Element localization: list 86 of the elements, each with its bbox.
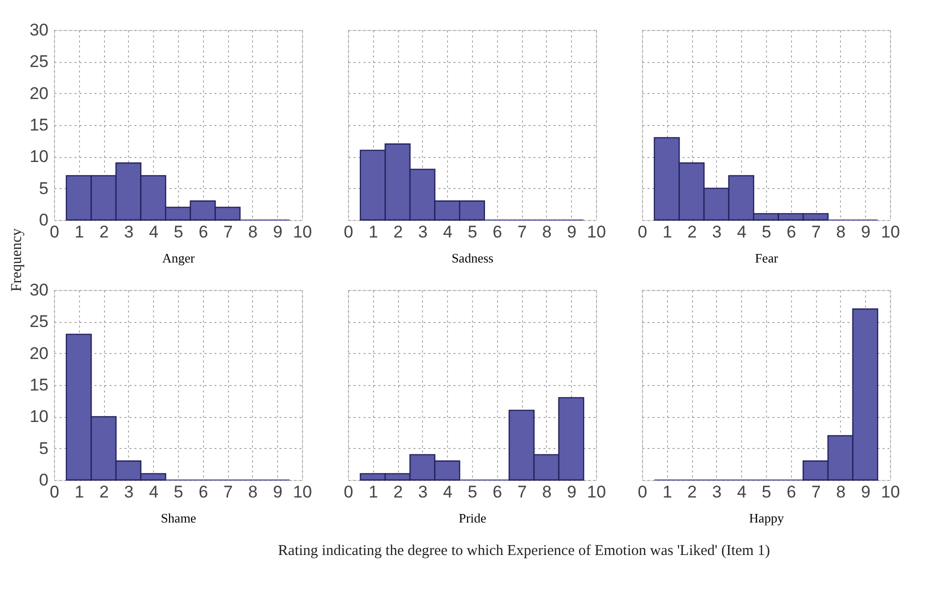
x-tick-label: 3	[418, 222, 428, 242]
x-tick-label: 9	[860, 222, 870, 242]
y-tick-label: 5	[39, 438, 48, 458]
x-tick-label: 6	[786, 482, 796, 502]
x-tick-label: 9	[566, 482, 576, 502]
x-tick-label: 10	[293, 482, 312, 502]
x-tick-label: 3	[124, 482, 134, 502]
x-tick-label: 1	[74, 482, 84, 502]
x-tick-label: 9	[860, 482, 870, 502]
x-tick-label: 8	[836, 482, 846, 502]
x-tick-label: 3	[712, 482, 722, 502]
x-tick-label: 4	[736, 482, 746, 502]
x-tick-label: 1	[662, 482, 672, 502]
y-tick-label: 15	[30, 116, 48, 134]
x-tick-label: 3	[418, 482, 428, 502]
x-tick-label: 2	[687, 482, 697, 502]
x-tick-label: 5	[174, 222, 184, 242]
x-axis-title: Anger	[162, 250, 196, 266]
x-tick-label: 4	[148, 222, 158, 242]
x-tick-label: 1	[662, 222, 672, 242]
x-tick-label: 4	[736, 222, 746, 242]
x-tick-label: 10	[293, 222, 312, 242]
x-tick-label: 5	[468, 482, 478, 502]
text: Rating indicating the degree to which Experience of Emotion was 'Liked' (Item 1)	[278, 543, 770, 559]
x-tick-label: 2	[687, 222, 697, 242]
x-tick-label: 9	[566, 222, 576, 242]
x-axis-title: Pride	[458, 510, 486, 526]
x-tick-label: 7	[811, 222, 821, 242]
x-tick-label: 10	[881, 482, 900, 502]
x-tick-label: 3	[124, 222, 134, 242]
x-tick-label: 1	[368, 222, 378, 242]
y-tick-label: 25	[30, 312, 48, 332]
y-tick-label: 30	[30, 280, 48, 300]
y-tick-label: 20	[30, 84, 48, 103]
x-tick-label: 4	[442, 482, 452, 502]
x-tick-label: 5	[762, 482, 772, 502]
y-tick-label: 20	[30, 344, 48, 363]
text: Frequency	[9, 228, 25, 292]
x-tick-label: 8	[248, 482, 258, 502]
x-tick-label: 8	[542, 482, 552, 502]
y-tick-label: 0	[39, 210, 48, 230]
x-tick-label: 4	[148, 482, 158, 502]
x-tick-label: 9	[272, 482, 282, 502]
x-tick-label: 2	[393, 222, 403, 242]
x-axis-title: Fear	[754, 250, 779, 266]
x-tick-label: 6	[492, 222, 502, 242]
x-axis-title: Happy	[749, 510, 784, 526]
y-tick-label: 5	[39, 178, 48, 198]
x-tick-label: 10	[587, 482, 606, 502]
x-tick-label: 2	[393, 482, 403, 502]
x-tick-label: 7	[517, 222, 527, 242]
x-tick-label: 7	[223, 482, 233, 502]
x-tick-label: 8	[836, 222, 846, 242]
x-tick-label: 7	[223, 222, 233, 242]
x-tick-label: 1	[74, 222, 84, 242]
x-tick-label: 0	[638, 222, 648, 242]
x-tick-label: 10	[587, 222, 606, 242]
x-axis-title: Shame	[160, 510, 196, 526]
x-tick-label: 4	[442, 222, 452, 242]
x-tick-label: 2	[99, 222, 109, 242]
x-tick-label: 8	[248, 222, 258, 242]
x-tick-label: 6	[492, 482, 502, 502]
x-tick-label: 7	[811, 482, 821, 502]
x-tick-label: 6	[786, 222, 796, 242]
y-tick-label: 10	[30, 147, 48, 166]
x-tick-label: 5	[174, 482, 184, 502]
y-tick-label: 15	[30, 376, 48, 394]
x-tick-label: 0	[638, 482, 648, 502]
x-tick-label: 10	[881, 222, 900, 242]
x-tick-label: 0	[344, 222, 354, 242]
x-tick-label: 3	[712, 222, 722, 242]
x-tick-label: 8	[542, 222, 552, 242]
x-tick-label: 7	[517, 482, 527, 502]
x-axis-title: Sadness	[452, 250, 494, 266]
x-tick-label: 6	[198, 482, 208, 502]
y-tick-label: 10	[30, 407, 48, 426]
y-tick-label: 30	[30, 20, 48, 40]
x-tick-label: 5	[762, 222, 772, 242]
x-tick-label: 0	[344, 482, 354, 502]
x-tick-label: 5	[468, 222, 478, 242]
x-tick-label: 6	[198, 222, 208, 242]
x-tick-label: 9	[272, 222, 282, 242]
x-tick-label: 2	[99, 482, 109, 502]
y-tick-label: 25	[30, 52, 48, 72]
x-tick-label: 1	[368, 482, 378, 502]
y-tick-label: 0	[39, 470, 48, 490]
